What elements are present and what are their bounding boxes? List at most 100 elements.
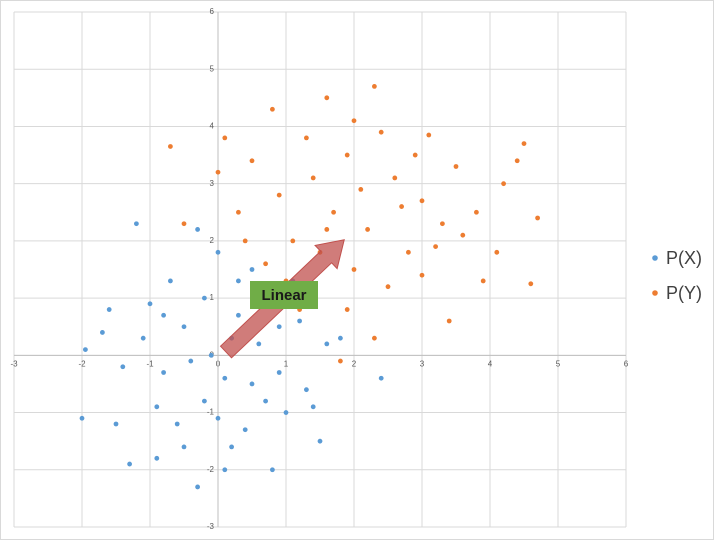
legend: P(X) P(Y) xyxy=(652,248,702,303)
point xyxy=(419,272,425,278)
point xyxy=(236,278,241,284)
point xyxy=(514,158,520,164)
point xyxy=(378,129,384,135)
y-tick-label: -1 xyxy=(207,408,215,417)
point xyxy=(378,375,384,381)
point xyxy=(419,198,425,204)
x-tick-label: -1 xyxy=(146,359,154,368)
point xyxy=(324,227,330,232)
legend-label: P(Y) xyxy=(666,283,702,303)
y-tick-label: 2 xyxy=(210,236,215,245)
point xyxy=(385,284,391,290)
point xyxy=(222,467,228,473)
point xyxy=(480,278,486,284)
point xyxy=(263,398,268,404)
point xyxy=(256,341,262,347)
point xyxy=(433,244,438,250)
point xyxy=(426,132,432,138)
point xyxy=(242,427,248,433)
point xyxy=(127,461,132,467)
point xyxy=(440,221,445,227)
annotation-label: Linear xyxy=(261,287,306,304)
point xyxy=(412,152,418,158)
point xyxy=(535,215,540,221)
point xyxy=(270,467,275,473)
point xyxy=(331,209,336,215)
y-tick-label: 6 xyxy=(210,7,215,16)
point xyxy=(446,318,452,324)
point xyxy=(242,238,248,244)
point xyxy=(195,484,201,490)
point xyxy=(324,95,330,101)
legend-marker xyxy=(652,255,658,261)
point xyxy=(188,358,194,364)
point xyxy=(154,404,160,410)
y-tick-label: -3 xyxy=(207,522,215,531)
annotation-box xyxy=(250,281,318,309)
x-tick-label: 2 xyxy=(352,359,357,368)
point xyxy=(270,106,275,112)
grid: -3-2-10123456-3-2-10123456 xyxy=(10,7,628,531)
point xyxy=(161,312,167,318)
point xyxy=(460,232,466,238)
point xyxy=(344,152,350,158)
point xyxy=(202,398,207,404)
point xyxy=(106,307,112,312)
point xyxy=(168,278,173,284)
annotation: Linear xyxy=(219,239,345,359)
point xyxy=(181,324,187,330)
plot xyxy=(79,83,540,490)
point xyxy=(215,249,221,255)
point xyxy=(161,370,167,375)
point xyxy=(358,186,364,192)
point xyxy=(276,324,282,330)
point xyxy=(474,209,479,215)
point xyxy=(392,175,398,181)
point xyxy=(181,444,187,450)
point xyxy=(195,227,201,232)
point xyxy=(338,335,343,341)
point xyxy=(249,158,255,164)
point xyxy=(304,135,309,141)
point xyxy=(222,375,228,381)
point xyxy=(174,421,180,427)
x-tick-label: -3 xyxy=(10,359,18,368)
point xyxy=(113,421,119,427)
x-tick-label: 4 xyxy=(488,359,493,368)
point xyxy=(236,209,241,215)
point xyxy=(263,261,268,267)
point xyxy=(351,118,357,124)
point xyxy=(494,249,500,255)
point xyxy=(100,330,105,335)
point xyxy=(290,238,296,244)
point xyxy=(202,295,207,301)
point xyxy=(140,335,146,341)
y-tick-label: 4 xyxy=(210,122,215,131)
point xyxy=(120,364,126,370)
point xyxy=(249,267,255,272)
y-tick-label: 1 xyxy=(210,293,215,302)
point xyxy=(310,175,316,181)
point xyxy=(215,169,221,175)
point xyxy=(222,135,228,141)
point xyxy=(79,415,85,421)
point xyxy=(372,335,377,341)
x-tick-label: 1 xyxy=(284,359,289,368)
x-tick-label: 5 xyxy=(556,359,561,368)
point xyxy=(168,144,173,149)
point xyxy=(521,141,527,147)
point xyxy=(229,444,235,450)
y-tick-label: 3 xyxy=(210,179,215,188)
point xyxy=(406,249,411,255)
y-tick-label: 5 xyxy=(210,64,215,73)
point xyxy=(181,221,187,227)
point xyxy=(304,387,309,393)
point xyxy=(501,181,506,187)
x-tick-label: 3 xyxy=(420,359,425,368)
point xyxy=(208,352,214,358)
point xyxy=(249,381,255,387)
point xyxy=(147,301,153,307)
point xyxy=(351,267,357,272)
